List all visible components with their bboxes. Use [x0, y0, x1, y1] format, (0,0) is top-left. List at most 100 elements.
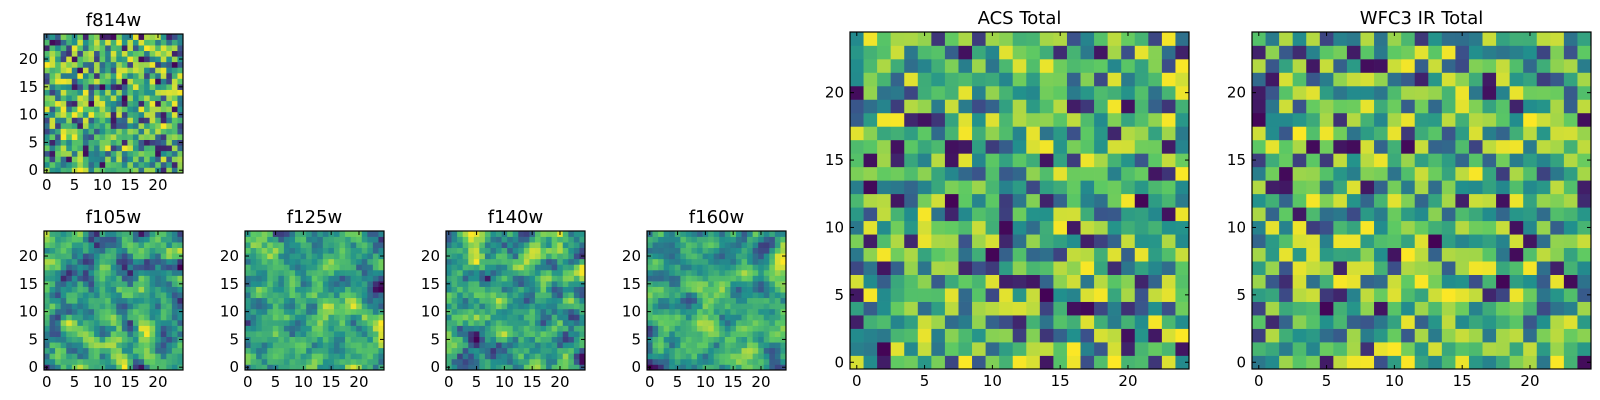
heatmap-cell — [1175, 32, 1190, 46]
heatmap-cell — [1066, 342, 1081, 356]
heatmap-cell — [88, 231, 95, 237]
heatmap-cell — [121, 156, 128, 163]
heatmap-cell — [77, 297, 84, 304]
heatmap-cell — [1094, 355, 1108, 370]
heatmap-cell — [127, 242, 134, 249]
heatmap-cell — [1012, 315, 1027, 329]
heatmap-cell — [462, 308, 469, 315]
heatmap-cell — [99, 78, 106, 85]
heatmap-cell — [540, 358, 547, 365]
heatmap-cell — [747, 286, 753, 293]
heatmap-cell — [127, 128, 134, 135]
heatmap-cell — [529, 292, 536, 299]
heatmap-cell — [144, 264, 150, 271]
heatmap-cell — [138, 297, 145, 304]
heatmap-cell — [166, 111, 173, 118]
heatmap-cell — [166, 128, 173, 135]
heatmap-cell — [121, 314, 128, 321]
heatmap-cell — [295, 258, 301, 265]
heatmap-cell — [1428, 355, 1443, 370]
heatmap-cell — [144, 286, 150, 293]
heatmap-cell — [708, 231, 715, 237]
heatmap-cell — [82, 161, 89, 168]
heatmap-cell — [752, 353, 759, 360]
heatmap-cell — [82, 314, 89, 321]
heatmap-cell — [534, 325, 541, 332]
heatmap-cell — [780, 353, 787, 360]
heatmap-cell — [540, 308, 547, 315]
heatmap-cell — [155, 286, 162, 293]
heatmap-cell — [166, 56, 173, 63]
heatmap-cell — [512, 314, 519, 321]
heatmap-cell — [356, 308, 363, 315]
heatmap-cell — [1401, 355, 1416, 370]
heatmap-cell — [322, 264, 329, 271]
heatmap-cell — [1134, 45, 1149, 60]
heatmap-cell — [451, 286, 458, 293]
heatmap-cell — [674, 269, 681, 276]
heatmap-cell — [730, 319, 737, 326]
heatmap-cell — [568, 281, 575, 287]
heatmap-cell — [149, 308, 156, 315]
heatmap-cell — [523, 258, 530, 265]
heatmap-cell — [719, 314, 726, 321]
heatmap-cell — [71, 286, 78, 293]
heatmap-cell — [457, 336, 464, 343]
heatmap-cell — [171, 117, 178, 124]
heatmap-cell — [132, 117, 139, 124]
heatmap-cell — [931, 126, 946, 141]
heatmap-cell — [534, 236, 541, 243]
heatmap-cell — [702, 303, 709, 310]
heatmap-cell — [451, 281, 458, 287]
heatmap-cell — [361, 314, 368, 321]
heatmap-cell — [451, 236, 458, 243]
heatmap-cell — [372, 253, 379, 260]
heatmap-cell — [49, 264, 56, 271]
heatmap-cell — [562, 342, 569, 349]
heatmap-cell — [877, 99, 892, 114]
heatmap-cell — [1550, 112, 1565, 127]
heatmap-cell — [462, 264, 469, 271]
heatmap-cell — [890, 32, 905, 46]
heatmap-cell — [1360, 328, 1375, 343]
heatmap-cell — [890, 288, 905, 302]
heatmap-cell — [1563, 288, 1578, 302]
heatmap-cell — [49, 236, 56, 243]
heatmap-cell — [562, 275, 569, 282]
heatmap-cell — [1496, 166, 1510, 181]
heatmap-cell — [333, 292, 340, 299]
heatmap-cell — [999, 355, 1014, 370]
heatmap-cell — [1374, 220, 1388, 235]
heatmap-cell — [579, 342, 586, 349]
heatmap-cell — [71, 292, 78, 299]
heatmap-cell — [1414, 180, 1429, 195]
heatmap-cell — [1121, 85, 1136, 100]
heatmap-cell — [518, 292, 525, 299]
heatmap-cell — [149, 95, 156, 102]
heatmap-cell — [311, 253, 318, 260]
heatmap-cell — [1265, 153, 1280, 168]
heatmap-cell — [758, 264, 765, 271]
heatmap-cell — [758, 253, 765, 260]
heatmap-cell — [367, 353, 374, 360]
heatmap-cell — [77, 247, 84, 254]
heatmap-cell — [1012, 58, 1027, 73]
heatmap-cell — [462, 236, 469, 243]
heatmap-cell — [1319, 153, 1334, 168]
heatmap-cell — [300, 303, 307, 310]
heatmap-cell — [1441, 274, 1456, 289]
heatmap-cell — [1121, 72, 1136, 87]
heatmap-cell — [71, 84, 78, 90]
heatmap-cell — [177, 258, 184, 265]
heatmap-cell — [1121, 153, 1136, 168]
heatmap-cell — [713, 353, 720, 360]
heatmap-cell — [1374, 247, 1388, 262]
heatmap-cell — [160, 39, 167, 46]
heatmap-cell — [55, 100, 62, 107]
heatmap-cell — [155, 134, 162, 140]
heatmap-cell — [747, 336, 753, 343]
heatmap-cell — [272, 292, 279, 299]
heatmap-cell — [457, 353, 464, 360]
y-tick-label: 20 — [421, 247, 440, 265]
